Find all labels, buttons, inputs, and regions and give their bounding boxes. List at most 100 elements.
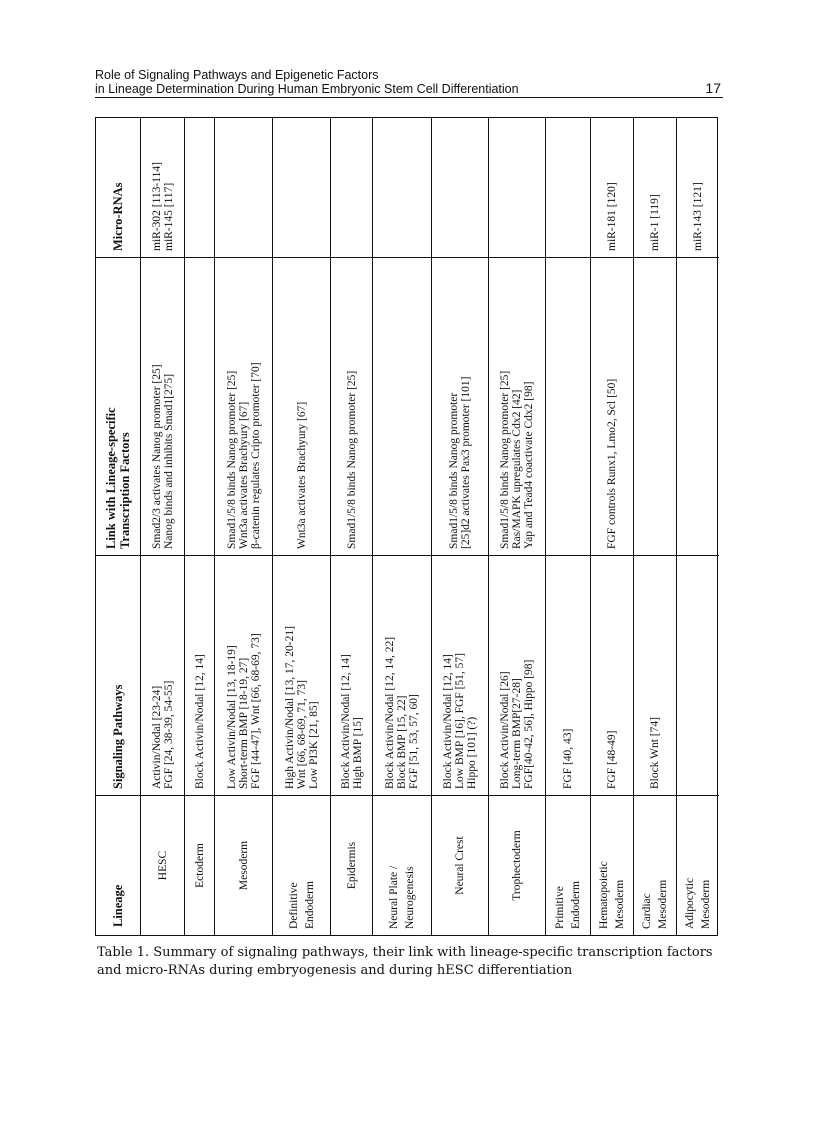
signaling-cell-line: Short-term BMP [18-19, 27] [237,657,250,789]
lineage-cell-line: Mesoderm [657,879,669,929]
signaling-cell-line: Low PI3K [21, 85] [307,701,320,789]
lineage-cell-line: Primitive [554,886,566,929]
link-cell: Smad1/5/8 binds Nanog promoter [25] Ras/M… [489,257,545,555]
signaling-cell-line: Long-term BMP[27-28] [511,678,523,789]
mirna-cell [273,119,330,257]
mirna-cell [215,119,272,257]
header-signaling-pathways: Signaling Pathways [96,555,140,795]
link-cell-line: Smad1/5/8 binds Nanog promoter [448,392,460,549]
link-cell [677,257,719,555]
table-row: Hematopoietic Mesoderm FGF [48-49] FGF cont… [591,118,634,935]
signaling-cell-line: Block Activin/Nodal [12, 14] [193,654,206,789]
signaling-cell: Block Activin/Nodal [26] Long-term BMP[27… [489,555,545,795]
lineage-cell: Hematopoietic Mesoderm [591,795,633,935]
lineage-cell: Epidermis [331,795,372,935]
signaling-cell-line: Hippo [101] (?) [466,716,478,789]
link-cell-line: β-catenin regulates Cripto promoter [70] [249,362,262,549]
lineage-cell-line: Adipocytic [684,877,696,929]
lineage-cell: HESC [141,795,184,935]
signaling-cell-line: Low BMP [16], FGF [51, 57] [454,653,466,789]
mirna-cell-line: miR-181 [120] [606,182,618,251]
signaling-cell: Block Activin/Nodal [12, 14] Low BMP [16]… [432,555,488,795]
header-link-transcription-factors: Link with Lineage-specific Transcription… [96,257,140,555]
lineage-cell: Neural Plate / Neurogenesis [373,795,431,935]
lineage-cell: Mesoderm [215,795,272,935]
lineage-cell-line: Neurogenesis [404,866,416,929]
signaling-cell: Block Activin/Nodal [12, 14, 22] Block BM… [373,555,431,795]
link-cell: Smad2/3 activates Nanog promoter [25] Nan… [141,257,184,555]
lineage-cell-line: Endoderm [303,881,316,929]
lineage-cell-line: Ectoderm [193,843,206,888]
signaling-cell-line: Activin/Nodal [23-24] [150,685,163,789]
running-header-line1: Role of Signaling Pathways and Epigeneti… [95,68,379,82]
lineage-cell-line: Epidermis [345,841,358,890]
signaling-cell: Block Wnt [74] [634,555,676,795]
lineage-cell-line: Neural Crest [454,836,466,895]
lineage-cell: Adipocytic Mesoderm [677,795,719,935]
lineage-cell-line: Endoderm [570,881,582,929]
link-cell [634,257,676,555]
table-row: HESC Activin/Nodal [23-24] FGF [24, 38-39,… [141,118,185,935]
table-row: Adipocytic Mesoderm miR-143 [121] [677,118,719,935]
link-cell: Smad1/5/8 binds Nanog promoter [25]d2 act… [432,257,488,555]
signaling-cell-line: FGF [44-47], Wnt [66, 68-69, 73] [249,633,262,789]
mirna-cell-line: miR-302 [113-114] [150,162,163,251]
link-cell: FGF controls Runx1, Lmo2, Scl [50] [591,257,633,555]
link-cell: Wnt3a activates Brachyury [67] [273,257,330,555]
lineage-cell: Cardiac Mesoderm [634,795,676,935]
table-row: Cardiac Mesoderm Block Wnt [74] miR-1 [119] [634,118,677,935]
signaling-cell-line: Block Activin/Nodal [12, 14] [339,654,352,789]
table-row: Primitive Endoderm FGF [40, 43] [546,118,591,935]
link-cell-line: Wnt3a activates Brachyury [67] [295,401,308,549]
table-row: Trophectoderm Block Activin/Nodal [26] Lon… [489,118,546,935]
header-micro-rnas: Micro-RNAs [111,182,125,252]
mirna-cell [546,119,590,257]
link-cell-line: Smad1/5/8 binds Nanog promoter [25] [225,370,238,549]
link-cell [373,257,431,555]
mirna-cell [185,119,214,257]
mirna-cell [489,119,545,257]
running-header: Role of Signaling Pathways and Epigeneti… [95,68,723,98]
signaling-cell: Activin/Nodal [23-24] FGF [24, 38-39, 54-… [141,555,184,795]
table-caption: Table 1. Summary of signaling pathways, … [97,945,713,978]
table-row: Ectoderm Block Activin/Nodal [12, 14] [185,118,215,935]
lineage-cell: Primitive Endoderm [546,795,590,935]
lineage-cell-line: HESC [156,850,169,881]
lineage-cell-line: Definitive [287,882,300,929]
link-cell-line: FGF controls Runx1, Lmo2, Scl [50] [606,378,618,549]
signaling-cell-line: FGF [40, 43] [562,728,574,789]
header-lineage: Lineage [96,795,140,935]
header-link-text: Link with Lineage-specific Transcription… [104,407,132,549]
lineage-cell: Definitive Endoderm [273,795,330,935]
link-cell-line: Smad1/5/8 binds Nanog promoter [25] [345,370,358,549]
mirna-cell [432,119,488,257]
signaling-cell: Low Activin/Nodal [13, 18-19] Short-term … [215,555,272,795]
signaling-cell-line: FGF [24, 38-39, 54-55] [162,680,175,789]
table-row: Epidermis Block Activin/Nodal [12, 14] Hig… [331,118,373,935]
running-header-line2: in Lineage Determination During Human Em… [95,82,519,96]
mirna-cell [373,119,431,257]
lineage-cell: Ectoderm [185,795,214,935]
table-row: Neural Crest Block Activin/Nodal [12, 14]… [432,118,489,935]
link-cell-line: Smad1/5/8 binds Nanog promoter [25] [499,370,511,549]
link-cell-line: Smad2/3 activates Nanog promoter [25] [150,364,163,549]
link-cell-line: Nanog binds and inhibits Smad1[275] [162,373,175,549]
link-cell-line: Yap and Tead4 coactivate Cdx2 [98] [523,381,535,549]
signaling-cell-line: High Activin/Nodal [13, 17, 20-21] [283,626,296,789]
lineage-cell-line: Mesoderm [700,879,712,929]
table-row: Definitive Endoderm High Activin/Nodal [13… [273,118,331,935]
table-row: Neural Plate / Neurogenesis Block Activin/… [373,118,432,935]
lineage-cell-line: Trophectoderm [511,830,523,901]
mirna-cell: miR-302 [113-114] miR-145 [117] [141,119,184,257]
lineage-cell-line: Mesoderm [614,879,626,929]
lineage-cell: Trophectoderm [489,795,545,935]
mirna-cell [331,119,372,257]
signaling-cell-line: Low Activin/Nodal [13, 18-19] [225,645,238,789]
lineage-cell-line: Neural Plate / [388,865,400,929]
signaling-cell-line: FGF[40-42, 56], Hippo [98] [523,659,535,789]
signaling-cell: Block Activin/Nodal [12, 14] High BMP [15… [331,555,372,795]
mirna-cell: miR-1 [119] [634,119,676,257]
link-cell-line: Wnt3a activates Brachyury [67] [237,401,250,549]
signaling-cell-line: Block Activin/Nodal [26] [499,671,511,789]
lineage-cell: Neural Crest [432,795,488,935]
